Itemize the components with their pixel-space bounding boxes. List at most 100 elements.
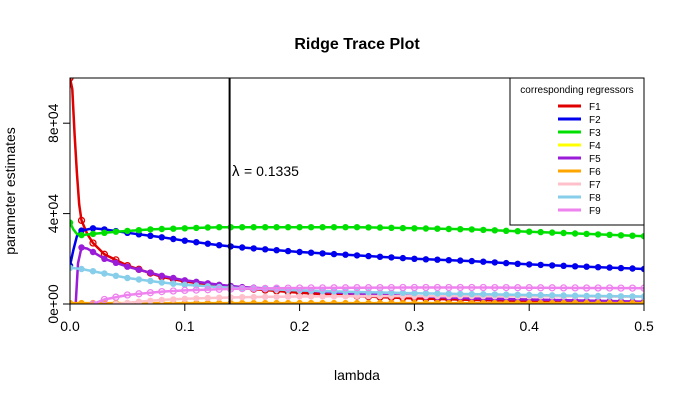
data-point-F9 (284, 284, 292, 292)
data-point-F2 (181, 237, 188, 244)
data-point-F3 (583, 230, 590, 238)
data-point-F8 (445, 290, 452, 297)
data-point-F2 (422, 256, 430, 263)
data-point-F6 (365, 299, 372, 304)
legend-item-F4: F4 (558, 141, 601, 152)
data-point-F6 (307, 299, 315, 304)
data-point-F7 (170, 296, 177, 303)
data-point-F3 (422, 225, 430, 232)
data-point-F6 (411, 299, 418, 304)
data-point-F3 (353, 224, 361, 231)
data-point-F3 (330, 224, 338, 231)
data-point-F6 (594, 299, 602, 304)
data-point-F7 (250, 293, 257, 301)
data-point-F6 (239, 299, 246, 304)
legend-label: F7 (589, 180, 601, 191)
data-point-F3 (204, 224, 211, 231)
data-point-F8 (468, 290, 475, 298)
x-tick-label: 0.4 (519, 318, 539, 334)
data-point-F6 (250, 299, 257, 304)
legend-label: F9 (589, 206, 601, 217)
data-point-F3 (526, 228, 533, 235)
x-axis-ticks: 0.0 0.1 0.2 0.3 0.4 0.5 (60, 304, 654, 334)
data-point-F2 (560, 262, 567, 269)
data-point-F7 (330, 293, 338, 300)
data-point-F2 (388, 254, 395, 261)
data-point-F2 (629, 265, 636, 272)
data-point-F3 (101, 229, 108, 236)
data-point-F9 (192, 286, 200, 294)
data-point-F1 (89, 239, 97, 247)
data-point-F2 (399, 254, 407, 262)
data-point-F8 (629, 293, 636, 300)
data-point-F6 (216, 299, 223, 304)
data-point-F8 (491, 291, 498, 298)
data-point-F8 (112, 272, 120, 279)
data-point-F3 (112, 228, 120, 235)
data-point-F9 (353, 284, 361, 292)
data-point-F7 (262, 293, 269, 301)
data-point-F3 (250, 224, 257, 231)
series-layer (70, 78, 644, 304)
data-point-F3 (571, 230, 579, 237)
data-point-F3 (239, 224, 246, 231)
data-point-F6 (526, 299, 533, 304)
data-point-F9 (628, 284, 637, 292)
y-axis-ticks: 0e+00 4e+04 8e+04 (45, 103, 70, 324)
data-point-F8 (124, 274, 131, 282)
data-point-F9 (100, 295, 109, 304)
data-point-F3 (434, 225, 441, 232)
data-point-F7 (112, 300, 120, 304)
y-tick-label: 4e+04 (45, 194, 61, 234)
data-point-F3 (319, 224, 326, 231)
data-point-F8 (560, 292, 567, 299)
data-point-F8 (606, 292, 613, 300)
data-point-F5 (101, 255, 108, 262)
series-F8 (70, 264, 644, 300)
data-point-F9 (559, 284, 568, 292)
data-point-F2 (296, 248, 303, 256)
data-point-F2 (78, 227, 85, 234)
x-axis-label: lambda (334, 367, 380, 383)
data-point-F8 (78, 265, 85, 273)
data-point-F9 (238, 284, 246, 293)
data-point-F6 (560, 299, 567, 304)
data-point-F2 (307, 249, 315, 256)
data-point-F7 (181, 295, 188, 302)
data-point-F3 (388, 224, 395, 231)
data-point-F8 (503, 291, 510, 298)
data-point-F6 (388, 299, 395, 304)
data-point-F3 (376, 224, 384, 231)
data-point-F6 (273, 299, 280, 304)
data-point-F7 (319, 293, 326, 300)
x-tick-label: 0.5 (634, 318, 654, 334)
data-point-F9 (433, 283, 442, 292)
data-point-F3 (617, 232, 625, 239)
data-point-F2 (594, 264, 602, 271)
legend-item-F2: F2 (558, 115, 601, 126)
data-point-F9 (422, 283, 430, 292)
data-point-F9 (399, 283, 407, 292)
legend-title: corresponding regressors (520, 85, 633, 96)
data-point-F9 (571, 284, 579, 292)
data-point-F5 (181, 277, 188, 284)
data-point-F9 (514, 284, 522, 292)
data-point-F6 (457, 299, 464, 304)
data-point-F9 (582, 284, 591, 292)
data-point-F2 (216, 242, 223, 249)
data-point-F8 (170, 280, 177, 287)
legend-item-F6: F6 (558, 167, 601, 178)
data-point-F9 (215, 285, 223, 293)
data-point-F2 (640, 265, 644, 273)
data-point-F8 (594, 292, 602, 300)
data-point-F5 (89, 248, 97, 256)
data-point-F7 (307, 293, 315, 300)
data-point-F9 (135, 290, 143, 298)
data-point-F2 (480, 258, 487, 265)
data-point-F9 (307, 284, 315, 292)
data-point-F7 (216, 294, 223, 301)
data-point-F3 (549, 229, 556, 236)
data-point-F2 (434, 256, 441, 263)
data-point-F5 (124, 263, 131, 270)
y-tick-label: 0e+00 (45, 284, 61, 324)
